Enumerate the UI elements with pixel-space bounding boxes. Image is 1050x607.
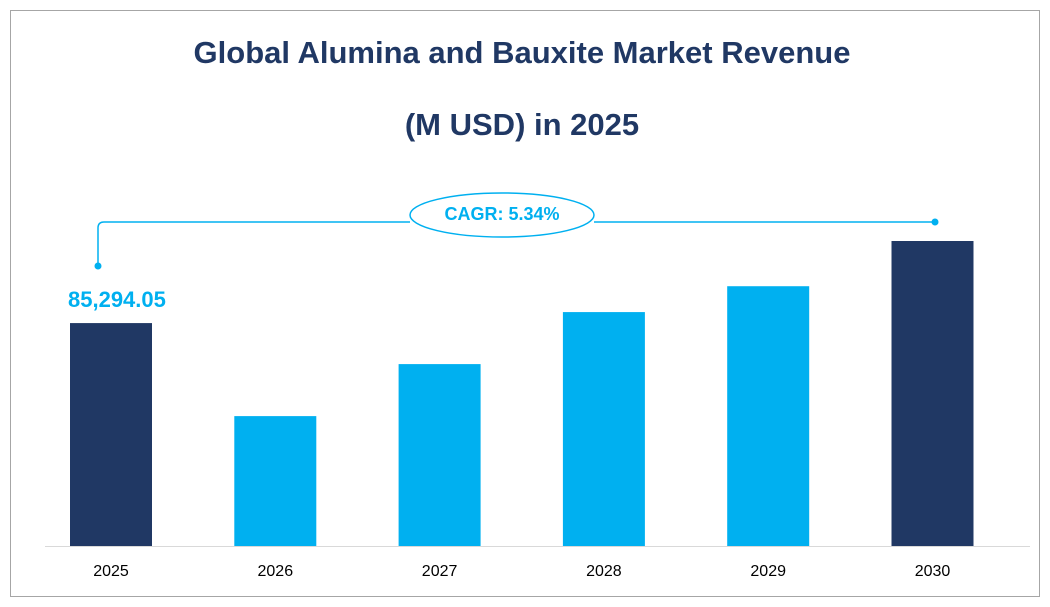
chart-subtitle: (M USD) in 2025 [405,107,639,142]
bar [234,416,317,546]
frame [10,10,1040,597]
connector-dot [94,262,102,270]
x-tick-label: 2030 [915,563,951,580]
connector-dot [931,218,939,226]
x-tick-label: 2025 [93,563,129,580]
bar [70,323,152,546]
bar [891,241,974,546]
x-tick-label: 2028 [586,563,622,580]
cagr-ellipse [409,192,595,238]
x-tick-label: 2026 [258,563,294,580]
bar [727,286,810,546]
cagr-label: CAGR: 5.34% [444,204,559,224]
x-tick-label: 2027 [422,563,458,580]
x-tick-label: 2029 [750,563,786,580]
cagr-connector [97,221,935,266]
value-label: 85,294.05 [68,287,166,312]
chart-title: Global Alumina and Bauxite Market Revenu… [194,35,851,70]
bar [562,312,645,546]
bar [398,364,481,546]
